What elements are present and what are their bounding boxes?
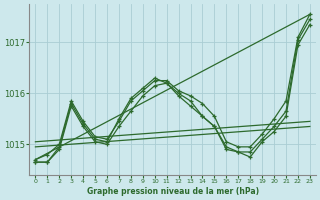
X-axis label: Graphe pression niveau de la mer (hPa): Graphe pression niveau de la mer (hPa) [87,187,259,196]
